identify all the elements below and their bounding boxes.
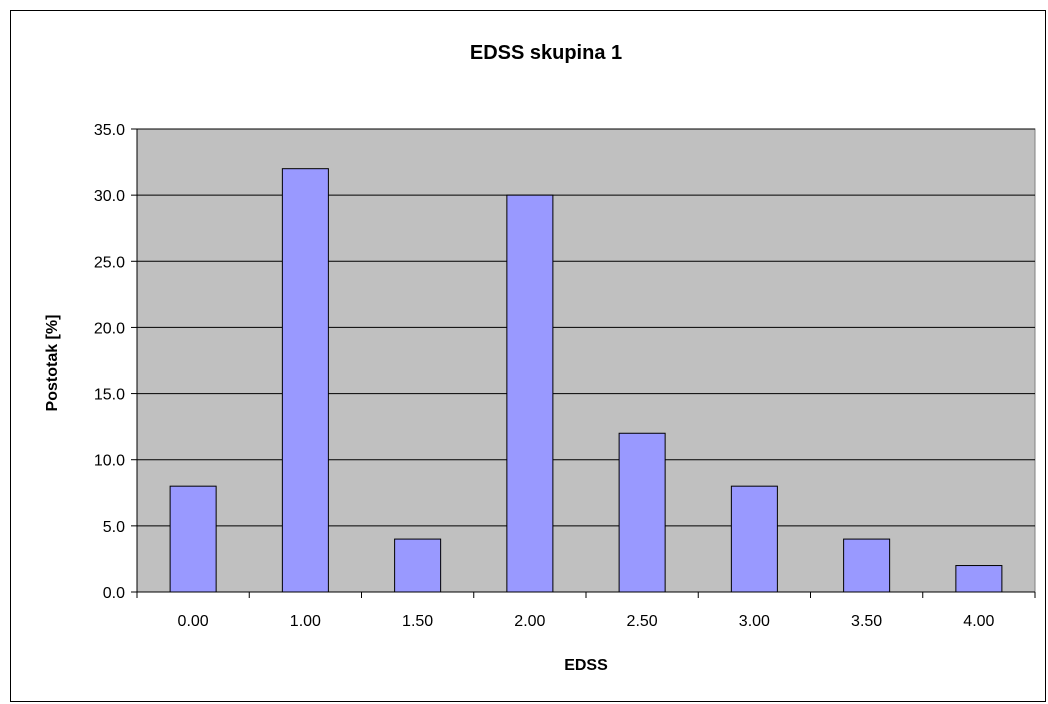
x-tick-label: 3.00 xyxy=(739,613,770,630)
bar xyxy=(730,485,778,593)
y-tick-label: 0.0 xyxy=(103,585,125,602)
x-tick-label: 1.00 xyxy=(290,613,321,630)
bar xyxy=(955,565,1003,593)
axes xyxy=(131,128,1036,598)
y-tick-labels: 0.0 5.0 10.0 15.0 20.0 25.0 30.0 35.0 xyxy=(94,122,125,602)
x-tick-label: 4.00 xyxy=(963,613,994,630)
y-axis-title: Postotak [%] xyxy=(44,315,61,412)
x-tick-label: 0.00 xyxy=(178,613,209,630)
x-tick-label: 3.50 xyxy=(851,613,882,630)
x-tick-labels: 0.00 1.00 1.50 2.00 2.50 3.00 3.50 4.00 xyxy=(178,613,995,630)
bar xyxy=(281,168,329,593)
y-tick-label: 20.0 xyxy=(94,320,125,337)
y-tick-label: 10.0 xyxy=(94,453,125,470)
bar xyxy=(618,432,666,593)
x-tick-label: 2.00 xyxy=(514,613,545,630)
y-tick-label: 25.0 xyxy=(94,254,125,271)
bar xyxy=(506,194,554,593)
y-tick-label: 5.0 xyxy=(103,519,125,536)
x-tick-label: 1.50 xyxy=(402,613,433,630)
x-tick-label: 2.50 xyxy=(627,613,658,630)
plot-area xyxy=(136,128,1036,593)
bar xyxy=(169,485,217,593)
bars xyxy=(169,168,1003,593)
y-tick-label: 15.0 xyxy=(94,387,125,404)
y-tick-label: 30.0 xyxy=(94,188,125,205)
chart-title: EDSS skupina 1 xyxy=(470,42,622,64)
bar xyxy=(394,538,442,593)
y-tick-label: 35.0 xyxy=(94,122,125,139)
x-axis-title: EDSS xyxy=(564,657,608,674)
bar xyxy=(843,538,891,593)
